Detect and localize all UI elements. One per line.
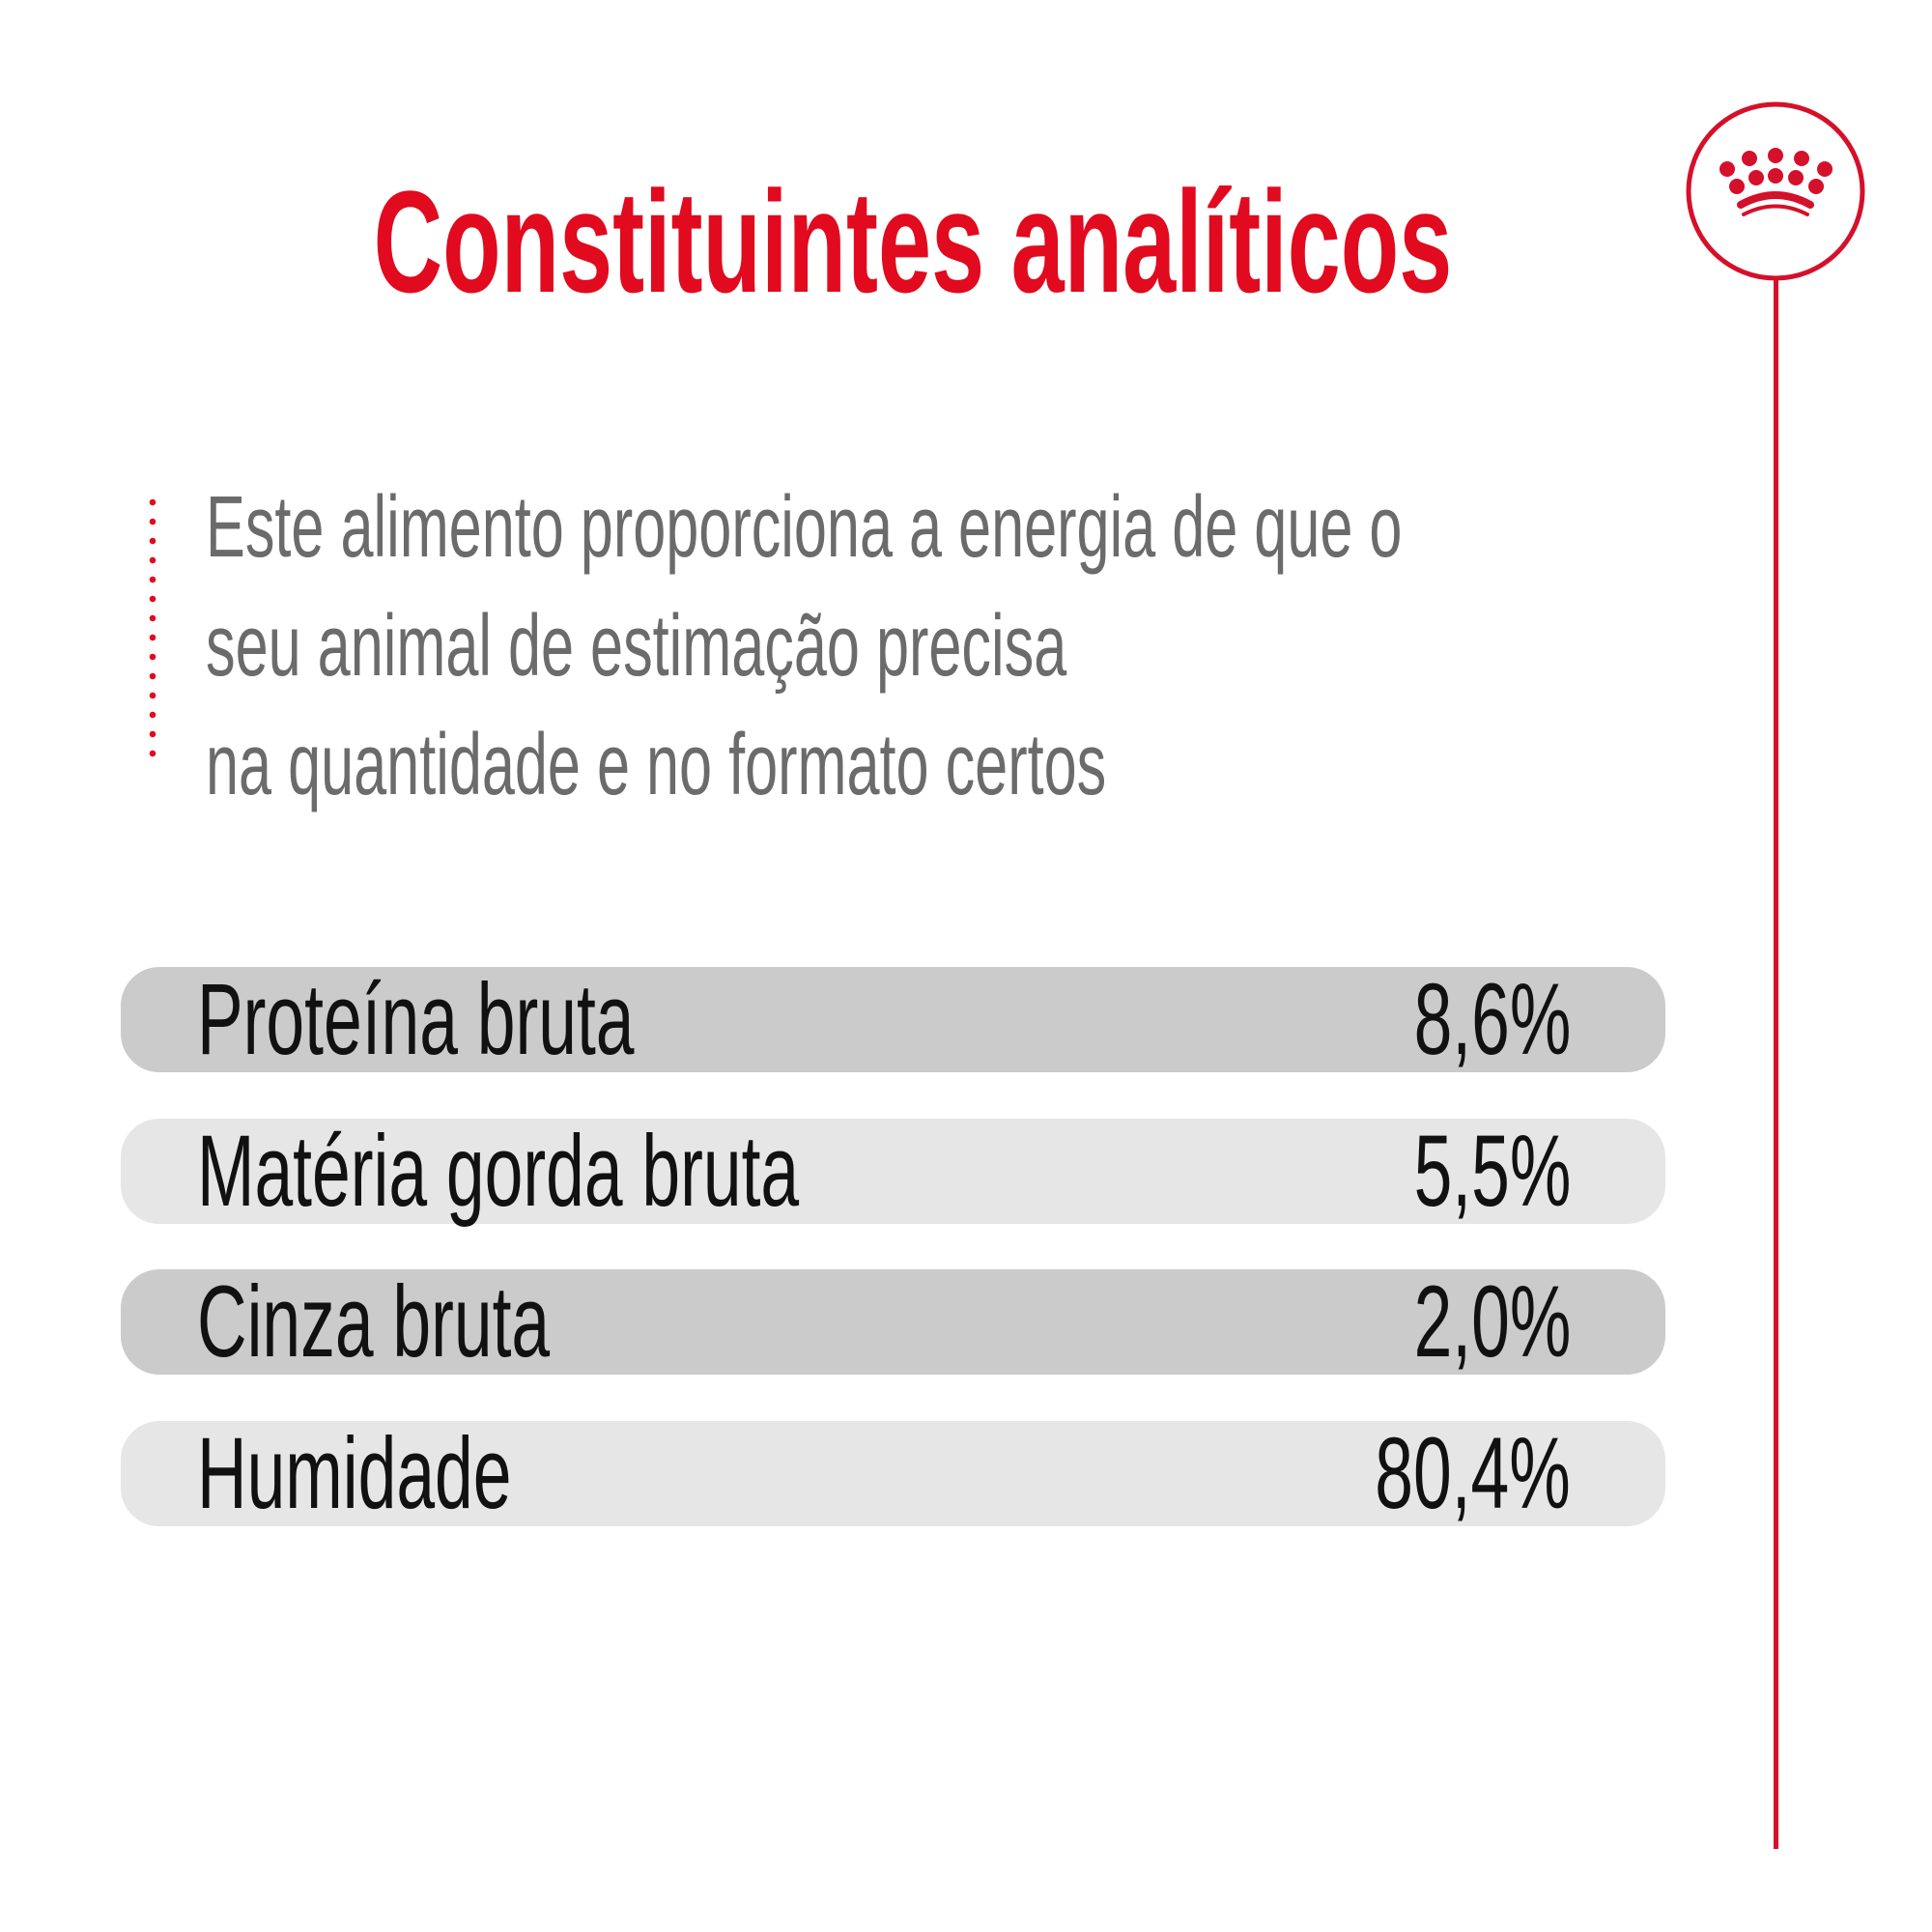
constituent-row: Cinza bruta 2,0% — [121, 1269, 1665, 1375]
page-title: Constituintes analíticos — [0, 155, 1826, 328]
constituent-row: Proteína bruta 8,6% — [121, 967, 1665, 1072]
constituent-value: 80,4% — [1375, 1417, 1571, 1530]
constituent-label: Matéria gorda bruta — [197, 1115, 800, 1228]
constituent-label: Humidade — [197, 1417, 512, 1530]
description-line: seu animal de estimação precisa — [206, 598, 1067, 695]
description-line: na quantidade e no formato certos — [206, 717, 1107, 813]
constituent-value: 2,0% — [1413, 1265, 1571, 1378]
description-line: Este alimento proporciona a energia de q… — [206, 479, 1403, 576]
constituent-row: Matéria gorda bruta 5,5% — [121, 1119, 1665, 1224]
constituent-value: 5,5% — [1413, 1115, 1571, 1228]
constituent-row: Humidade 80,4% — [121, 1421, 1665, 1526]
dotted-divider — [149, 493, 156, 763]
constituent-label: Proteína bruta — [197, 963, 635, 1076]
page-title-text: Constituintes analíticos — [373, 160, 1453, 323]
vertical-red-line — [1774, 280, 1778, 1849]
royal-canin-crown-icon — [1686, 101, 1865, 281]
constituent-value: 8,6% — [1413, 963, 1571, 1076]
description: Este alimento proporciona a energia de q… — [206, 469, 1932, 825]
constituent-label: Cinza bruta — [197, 1265, 551, 1378]
